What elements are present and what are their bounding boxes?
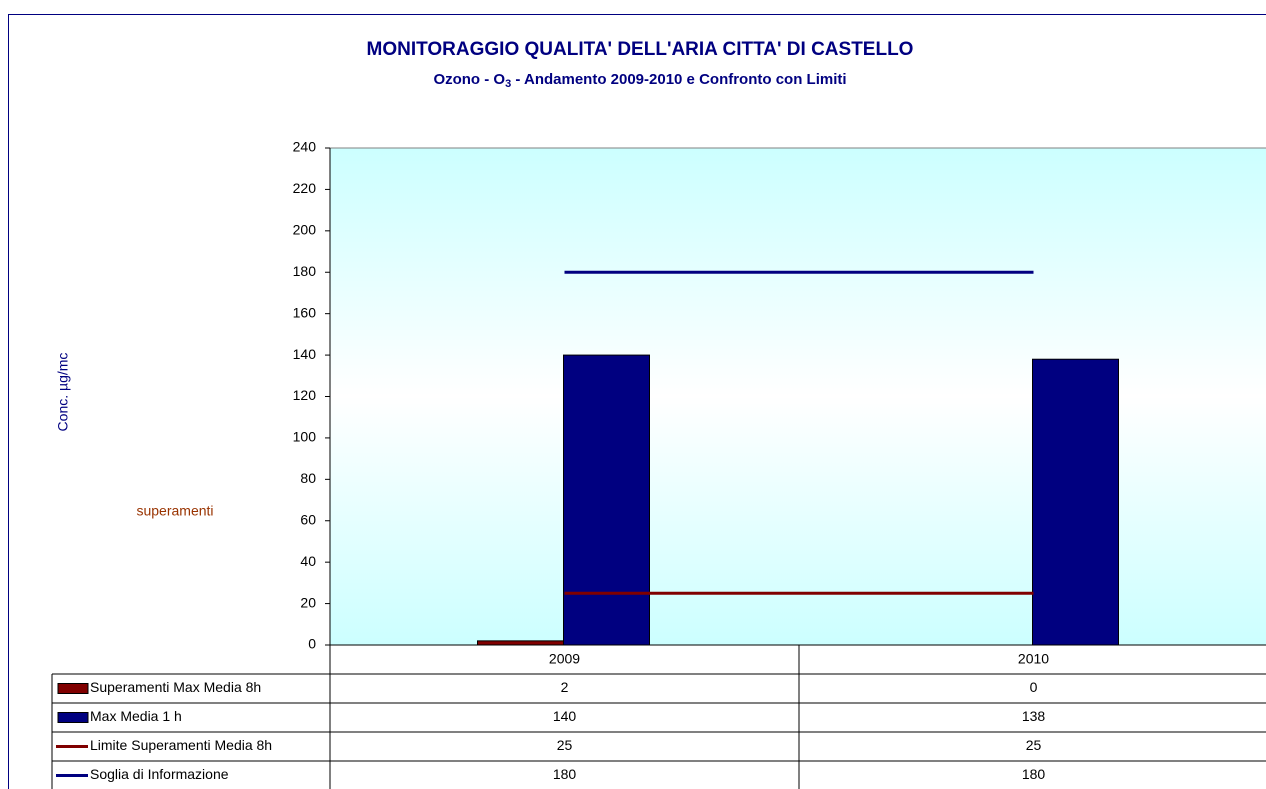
y-tick-label: 0	[308, 636, 316, 652]
table-value: 25	[557, 737, 573, 753]
table-value: 140	[553, 708, 577, 724]
legend-label: Superamenti Max Media 8h	[90, 679, 261, 695]
chart-subtitle: Ozono - O3 - Andamento 2009-2010 e Confr…	[433, 71, 846, 90]
y-tick-label: 140	[293, 346, 317, 362]
table-value: 2	[561, 679, 569, 695]
legend-key	[57, 683, 89, 694]
legend-label: Soglia di Informazione	[90, 766, 229, 782]
bar	[477, 640, 564, 646]
table-value: 25	[1026, 737, 1042, 753]
table-value: 0	[1030, 679, 1038, 695]
x-tick-label: 2009	[549, 651, 580, 667]
y-tick-label: 60	[300, 511, 316, 527]
y-tick-label: 80	[300, 470, 316, 486]
bar	[563, 354, 650, 646]
table-value: 180	[553, 766, 577, 782]
y-tick-label: 200	[293, 222, 317, 238]
chart-title: MONITORAGGIO QUALITA' DELL'ARIA CITTA' D…	[367, 39, 914, 60]
y-tick-label: 220	[293, 180, 317, 196]
plot-area	[329, 147, 1266, 646]
y-tick-label: 20	[300, 594, 316, 610]
x-tick-label: 2010	[1018, 651, 1049, 667]
legend-key	[57, 712, 89, 723]
y-axis-label: Conc. µg/mc	[55, 353, 71, 432]
y-tick-label: 120	[293, 387, 317, 403]
y-tick-label: 100	[293, 429, 317, 445]
table-value: 180	[1022, 766, 1046, 782]
y-tick-label: 160	[293, 304, 317, 320]
y-tick-label: 40	[300, 553, 316, 569]
legend-label: Limite Superamenti Media 8h	[90, 737, 272, 753]
y-tick-label: 240	[293, 139, 317, 155]
legend-label: Max Media 1 h	[90, 708, 182, 724]
y-tick-label: 180	[293, 263, 317, 279]
table-value: 138	[1022, 708, 1046, 724]
annotation: superamenti	[136, 503, 213, 519]
bar	[1032, 358, 1119, 646]
